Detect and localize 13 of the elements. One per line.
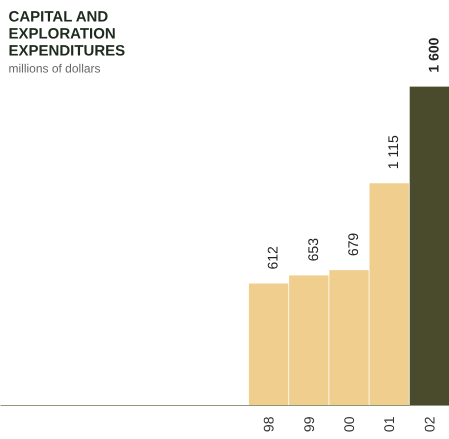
x-tick-label: 98 [260,416,277,432]
text: CAPITAL AND EXPLORATION EXPENDITURES [8,8,126,60]
data-label: 1 115 [385,135,402,170]
data-label: 1 600 [425,37,442,73]
text: millions of dollars [8,62,101,76]
data-label: 612 [264,246,281,270]
x-tick-label: 01 [381,416,398,432]
data-label: 679 [345,232,361,256]
x-tick-label: 00 [341,416,357,432]
bar [410,86,449,406]
x-tick-label: 99 [300,416,317,432]
data-label: 653 [304,238,321,262]
x-tick-label: 02 [421,416,438,432]
